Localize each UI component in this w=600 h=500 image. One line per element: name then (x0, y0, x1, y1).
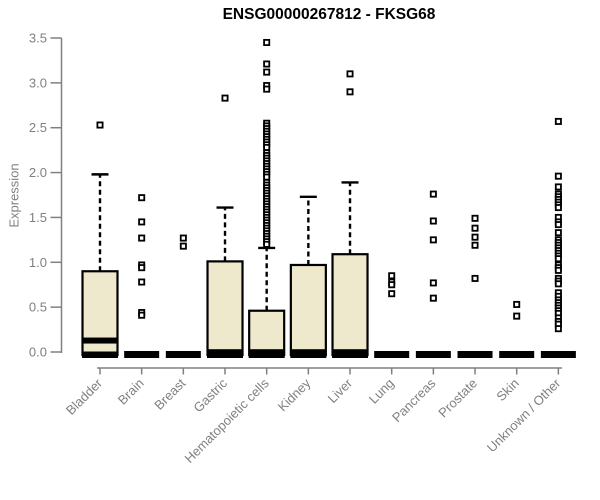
outlier-point (138, 278, 146, 286)
x-category-label: Gastric (190, 375, 230, 415)
outlier-point (138, 234, 146, 242)
outlier-point (263, 173, 271, 181)
x-category-label: Kidney (275, 375, 314, 414)
outlier-point (263, 240, 271, 248)
outlier-point (554, 255, 562, 263)
y-tick-label: 0.0 (29, 345, 47, 360)
y-tick-label: 3.5 (29, 31, 47, 46)
outlier-point (554, 204, 562, 212)
y-tick-label: 2.0 (29, 165, 47, 180)
collapsed-box-bar (499, 351, 535, 358)
outlier-point (138, 218, 146, 226)
outlier-point (429, 236, 437, 244)
outlier-point (263, 38, 271, 46)
outlier-point (388, 272, 396, 280)
x-category-label: Prostate (435, 376, 480, 421)
outlier-point (554, 266, 562, 274)
x-category-label: Skin (493, 376, 521, 404)
outlier-point (471, 241, 479, 249)
collapsed-box-bar (165, 351, 201, 358)
outlier-point (179, 242, 187, 250)
y-tick-label: 3.0 (29, 75, 47, 90)
outlier-point (346, 88, 354, 96)
collapsed-box-bar (457, 351, 493, 358)
x-category-label: Brain (115, 376, 147, 408)
x-category-label: Breast (151, 375, 188, 412)
box-body (248, 309, 286, 357)
box-body (289, 263, 327, 357)
outlier-point (554, 172, 562, 180)
outlier-point (263, 143, 271, 151)
outlier-point (263, 85, 271, 93)
outlier-point (346, 70, 354, 78)
collapsed-box-bar (124, 351, 160, 358)
outlier-point (221, 94, 229, 102)
y-tick-label: 1.0 (29, 255, 47, 270)
outlier-point (179, 234, 187, 242)
outlier-point (263, 60, 271, 68)
outlier-point (471, 233, 479, 241)
outlier-point (554, 229, 562, 237)
outlier-point (388, 290, 396, 298)
outlier-point (513, 312, 521, 320)
box-bottom-bar (82, 351, 118, 358)
median-line (82, 337, 118, 344)
outlier-point (554, 117, 562, 125)
outlier-point (554, 183, 562, 191)
box-bottom-bar (248, 351, 285, 358)
outlier-point (429, 217, 437, 225)
y-tick-label: 0.5 (29, 300, 47, 315)
box-bottom-bar (290, 351, 327, 358)
outlier-point (263, 68, 271, 76)
outlier-point (429, 294, 437, 302)
x-category-label: Lung (366, 376, 397, 407)
chart-title: ENSG00000267812 - FKSG68 (222, 6, 436, 23)
outlier-point (554, 280, 562, 288)
box-bottom-bar (207, 351, 244, 358)
outlier-point (429, 279, 437, 287)
outlier-point (471, 224, 479, 232)
collapsed-box-bar (415, 351, 451, 358)
outlier-point (554, 325, 562, 333)
box-body (331, 253, 369, 357)
x-category-label: Unknown / Other (484, 375, 564, 455)
outlier-point (429, 190, 437, 198)
y-tick-label: 2.5 (29, 120, 47, 135)
box-body (206, 260, 244, 357)
collapsed-box-bar (374, 351, 410, 358)
outlier-point (138, 194, 146, 202)
outlier-point (138, 311, 146, 319)
outlier-point (138, 264, 146, 272)
outlier-point (471, 274, 479, 282)
collapsed-box-bar (540, 351, 576, 358)
x-category-label: Bladder (63, 375, 106, 418)
outlier-point (388, 281, 396, 289)
outlier-point (471, 214, 479, 222)
outlier-point (513, 300, 521, 308)
outlier-point (554, 221, 562, 229)
box-bottom-bar (332, 351, 369, 358)
y-tick-label: 1.5 (29, 210, 47, 225)
x-category-label: Liver (325, 375, 356, 406)
outlier-point (96, 121, 104, 129)
x-category-label: Pancreas (389, 375, 439, 425)
